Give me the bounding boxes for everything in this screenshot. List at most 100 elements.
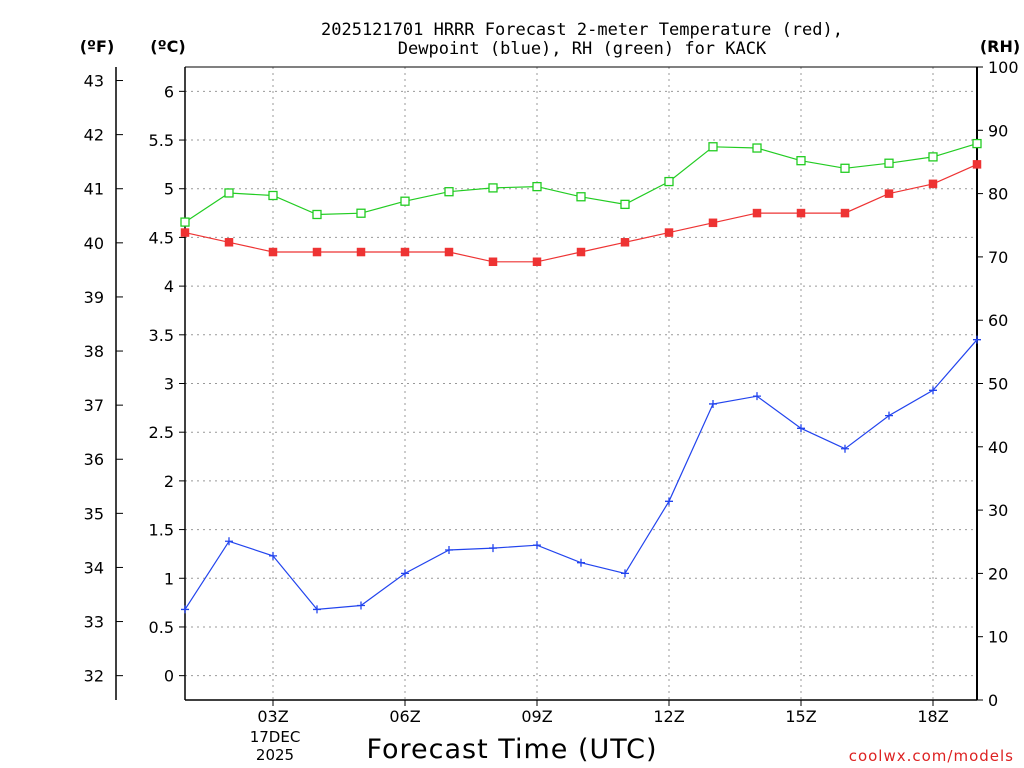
temperature-point [972,160,982,169]
x-tick-label: 06Z [389,707,420,726]
data-series [180,138,982,614]
temperature-point [928,179,938,189]
rh-point [620,199,630,210]
temperature-point [224,238,234,247]
dewpoint-point [841,444,849,453]
temperature-point [576,247,586,257]
temperature-point [884,189,894,198]
fahrenheit-tick-label: 42 [84,126,104,145]
rh-point [180,217,190,227]
rh-tick-label: 100 [988,58,1019,77]
rh-point [400,196,410,206]
temperature-point [268,247,278,257]
fahrenheit-tick-label: 32 [84,667,104,686]
temperature-point [620,238,630,247]
rh-tick-label: 40 [988,438,1008,457]
rh-point [752,143,762,153]
temperature-point [312,247,322,257]
fahrenheit-tick-label: 38 [84,342,104,361]
rh-point [928,152,938,162]
rh-tick-label: 0 [988,691,998,710]
dewpoint-point [445,546,453,555]
rh-point [840,163,850,173]
rh-point [664,176,674,187]
dewpoint-point [313,605,321,614]
dewpoint-point [269,551,277,560]
rh-tick-label: 30 [988,501,1008,520]
rh-point [356,208,366,218]
dewpoint-point [885,411,893,420]
celsius-tick-label: 3.5 [149,326,174,345]
celsius-tick-label: 6 [164,82,174,101]
credit-link[interactable]: coolwx.com/models [849,747,1014,765]
rh-point [972,138,982,149]
fahrenheit-tick-label: 34 [84,558,104,577]
rh-tick-label: 70 [988,248,1008,267]
temperature-point [664,228,674,237]
rh-tick-label: 80 [988,185,1008,204]
dewpoint-point [577,558,585,567]
fahrenheit-tick-label: 40 [84,234,104,253]
temperature-point [796,208,806,218]
dewpoint-point [225,537,233,546]
x-tick-label: 18Z [917,707,948,726]
x-tick-label: 15Z [785,707,816,726]
celsius-tick-label: 5.5 [149,131,174,150]
fahrenheit-tick-label: 39 [84,288,104,307]
x-axis-title: Forecast Time (UTC) [366,734,657,765]
celsius-tick-label: 1.5 [149,521,174,540]
fahrenheit-tick-label: 36 [84,450,104,469]
fahrenheit-tick-label: 41 [84,180,104,199]
rh-point [224,188,234,198]
celsius-tick-label: 0.5 [149,618,174,637]
chart-title-line2: Dewpoint (blue), RH (green) for KACK [398,39,767,59]
dewpoint-point [533,541,541,550]
dewpoint-point [357,601,365,610]
dewpoint-point [753,392,761,401]
celsius-tick-label: 2 [164,472,174,491]
fahrenheit-tick-label: 33 [84,613,104,632]
dewpoint-point [665,497,673,506]
celsius-tick-label: 1 [164,569,174,588]
temperature-point [488,257,498,267]
grid-lines [185,67,977,700]
dewpoint-point [181,605,189,614]
dewpoint-point [489,544,497,553]
temperature-point [532,257,542,267]
x-tick-label: 12Z [653,707,684,726]
temperature-point [752,208,762,218]
temperature-point [356,247,366,257]
rh-tick-label: 60 [988,311,1008,330]
dewpoint-line [184,339,978,611]
dewpoint-point [797,424,805,433]
rh-point [532,181,542,192]
temperature-point [444,247,454,257]
x-tick-label: 03Z [257,707,288,726]
rh-tick-label: 90 [988,121,1008,140]
rh-point [708,142,718,152]
temperature-point [180,228,190,237]
fahrenheit-tick-label: 37 [84,396,104,415]
dewpoint-point [929,386,937,395]
temperature-line [184,163,978,263]
rh-point [268,190,278,201]
temperature-point [400,247,410,257]
celsius-tick-label: 5 [164,180,174,199]
rh-tick-label: 50 [988,375,1008,394]
celsius-tick-label: 4.5 [149,228,174,247]
rh-point [312,209,322,220]
fahrenheit-tick-label: 43 [84,72,104,91]
celsius-tick-label: 0 [164,667,174,686]
temperature-point [708,218,718,228]
dewpoint-point [621,569,629,578]
x-tick-label: 09Z [521,707,552,726]
date-label-year: 2025 [256,746,294,764]
dewpoint-point [709,399,717,408]
fahrenheit-tick-label: 35 [84,504,104,523]
celsius-tick-label: 4 [164,277,174,296]
celsius-unit-label: (ºC) [150,37,185,56]
celsius-tick-label: 2.5 [149,423,174,442]
dewpoint-point [401,569,409,578]
rh-point [488,183,498,193]
